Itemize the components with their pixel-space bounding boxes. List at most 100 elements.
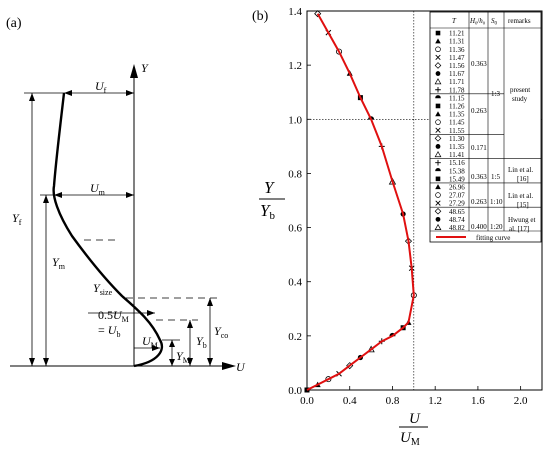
yb-label: Yb <box>196 334 207 350</box>
legend-group-lines <box>430 93 541 208</box>
plot-frame <box>306 10 543 391</box>
legend-marker <box>435 200 441 206</box>
t-value: 11.71 <box>449 78 465 86</box>
yb-arrow-top <box>187 320 193 328</box>
t-value: 15.16 <box>449 159 465 167</box>
ym-arrow-top <box>43 195 49 203</box>
legend-marker <box>435 38 441 44</box>
t-value: 48.82 <box>449 224 465 232</box>
panel-a-u-arrowhead <box>222 362 236 370</box>
t-value: 11.31 <box>449 38 465 46</box>
remark-2-line1: Lin et al. <box>508 166 533 174</box>
x-tick-label: 0.8 <box>386 395 400 407</box>
t-value: 11.78 <box>449 86 465 94</box>
remark-1-line2: study <box>512 95 528 103</box>
legend-box <box>429 11 542 243</box>
y-tick-label: 0.2 <box>288 331 302 343</box>
x-label-denominator: UM <box>400 430 420 448</box>
legend-marker <box>434 78 442 85</box>
s-value-2: 1:5 <box>491 173 500 181</box>
ub-arrow-head <box>147 310 155 316</box>
h-value-5: 0.263 <box>471 198 487 206</box>
h-value-3: 0.171 <box>471 144 487 152</box>
header-s: S0 <box>491 17 498 27</box>
y-tick-label: 0.0 <box>288 385 302 397</box>
header-h: H0/h0 <box>469 17 486 26</box>
yb-arrow-bottom <box>187 358 193 366</box>
legend-marker <box>434 223 442 230</box>
t-value: 11.26 <box>449 102 465 110</box>
um-arrow-right <box>126 192 134 198</box>
t-value: 11.41 <box>449 151 465 159</box>
um-arrow-left <box>54 192 62 198</box>
panel-a-label: (a) <box>6 16 22 31</box>
legend-marker <box>435 168 441 172</box>
x-axis-label: U UM <box>399 411 428 448</box>
h-value-2: 0.263 <box>471 107 487 115</box>
y-tick-label: 1.4 <box>288 6 302 18</box>
s-value-3: 1:10 <box>490 198 503 206</box>
legend-marker <box>434 135 442 142</box>
t-value: 11.36 <box>449 46 465 54</box>
y-axis-label: Y Yb <box>259 178 285 222</box>
um-big-arrow-head <box>152 345 160 351</box>
legend-marker <box>435 184 441 190</box>
legend-marker <box>434 151 442 158</box>
x-tick-label: 2.0 <box>514 395 528 407</box>
t-value: 11.45 <box>449 119 465 127</box>
yf-label: Yf <box>12 211 22 227</box>
remark-3-line2: [15] <box>517 201 529 209</box>
legend-marker <box>434 62 442 69</box>
legend-table: T H0/h0 S0 remarks 11.2111.3111.3611.471… <box>429 11 542 243</box>
panel-a-u-axis-label: U <box>236 360 246 374</box>
eq-line1-label: 0.5UM <box>98 308 129 324</box>
legend-marker <box>435 159 441 166</box>
t-value: 48.65 <box>449 208 465 216</box>
uf-arrow-left <box>64 90 72 96</box>
t-value: 11.35 <box>449 143 465 151</box>
fitting-curve <box>306 13 415 391</box>
x-tick-label: 0.4 <box>343 395 357 407</box>
uf-arrow-right <box>126 90 134 96</box>
x-ticks: 0.0 0.4 0.8 1.2 1.6 2.0 <box>300 386 528 407</box>
data-point <box>314 10 322 18</box>
yf-arrow-bottom <box>29 358 35 366</box>
h-value-1: 0.363 <box>471 60 487 68</box>
x-tick-label: 1.2 <box>428 395 442 407</box>
t-value: 27.07 <box>449 192 465 200</box>
yco-label: Yco <box>214 324 228 340</box>
legend-marker <box>435 216 441 222</box>
t-value: 15.49 <box>449 175 465 183</box>
y-tick-label: 1.0 <box>288 114 302 126</box>
s-value-1: 1:3 <box>491 90 500 98</box>
data-point <box>325 376 332 383</box>
h-value-4: 0.363 <box>471 173 487 181</box>
h-value-6: 0.400 <box>471 223 487 231</box>
legend-marker <box>435 46 441 52</box>
panel-b: (b) 0.0 0.4 0.8 1.2 1.6 2.0 0.0 0.2 0.4 0.6 0.8 1.… <box>252 6 543 448</box>
data-point <box>336 48 343 55</box>
legend-marker <box>435 144 441 149</box>
ym-label: Ym <box>52 255 66 271</box>
ym-small-label: YM <box>176 349 190 365</box>
legend-marker <box>435 119 441 125</box>
remark-4-line2: al. [17] <box>509 225 529 233</box>
y-tick-label: 0.6 <box>288 223 302 235</box>
t-value: 48.74 <box>449 216 465 224</box>
remark-4-line1: Hwung et <box>508 216 535 224</box>
legend-marker <box>435 95 441 99</box>
yco-arrow-bottom <box>207 358 213 366</box>
x-tick-label: 0.0 <box>300 395 314 407</box>
t-value: 11.67 <box>449 70 465 78</box>
yco-arrow-top <box>207 298 213 306</box>
legend-marker <box>435 111 441 117</box>
um-big-label: UM <box>142 334 158 350</box>
t-value: 15.38 <box>449 167 465 175</box>
header-t: T <box>452 17 457 25</box>
t-value: 26.96 <box>449 183 465 191</box>
t-value: 11.30 <box>449 135 465 143</box>
ym-small-arrow-bottom <box>169 359 175 366</box>
legend-marker <box>435 30 441 36</box>
x-label-numerator: U <box>409 411 421 427</box>
